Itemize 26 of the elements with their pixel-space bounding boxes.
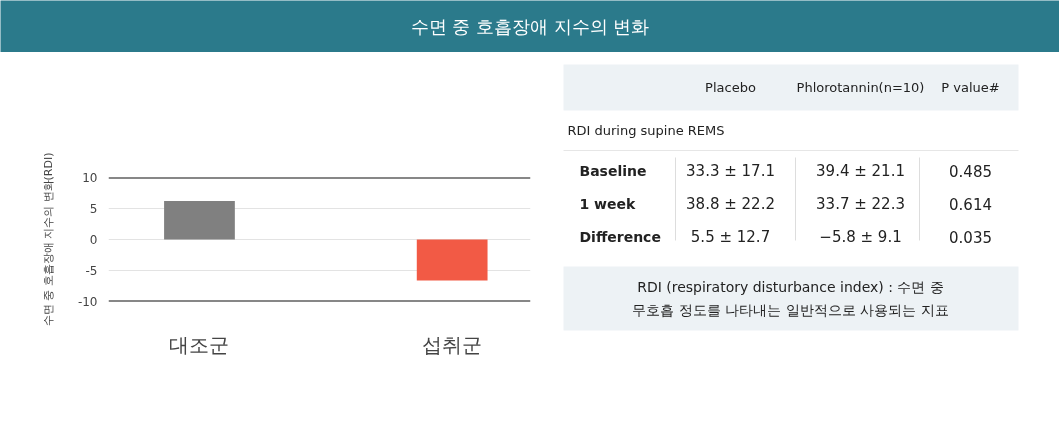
y-tick-label: 10 xyxy=(82,171,98,185)
text: 39.4 ± 21.1 xyxy=(816,161,905,180)
text: 0.614 xyxy=(949,195,992,214)
text: 0.035 xyxy=(949,228,992,247)
y-tick-label: -5 xyxy=(85,264,98,278)
text: 38.8 ± 22.2 xyxy=(686,194,775,213)
text: Baseline xyxy=(579,162,647,179)
y-tick-label: 0 xyxy=(89,233,98,247)
y-axis-title: 수면 중 호흡장애 지수의 변화(RDI) xyxy=(41,152,55,327)
y-tick-label: 5 xyxy=(89,202,98,216)
text: Phlorotannin(n=10) xyxy=(796,80,925,95)
text: −5.8 ± 9.1 xyxy=(819,227,902,246)
x-tick-label: 대조군 xyxy=(169,332,230,357)
text: RDI (respiratory disturbance index) : 수면 중 무호흡 정도를 나타내는 일반적으로 사용되는 지표 xyxy=(632,279,949,318)
chart-title: 수면 중 호흡장애 지수의 변화 xyxy=(410,16,650,37)
text: RDI during supine REMS xyxy=(567,123,725,138)
y-tick-label: -10 xyxy=(77,295,98,309)
text: 33.3 ± 17.1 xyxy=(686,161,775,180)
x-tick-label: 섭취군 xyxy=(422,332,483,357)
text: 1 week xyxy=(579,195,637,212)
text: 33.7 ± 22.3 xyxy=(816,194,905,213)
text: Placebo xyxy=(705,80,756,95)
text: 0.485 xyxy=(949,162,992,181)
text: P value# xyxy=(941,80,1000,95)
text: 5.5 ± 12.7 xyxy=(690,227,771,246)
text: Difference xyxy=(579,228,661,245)
